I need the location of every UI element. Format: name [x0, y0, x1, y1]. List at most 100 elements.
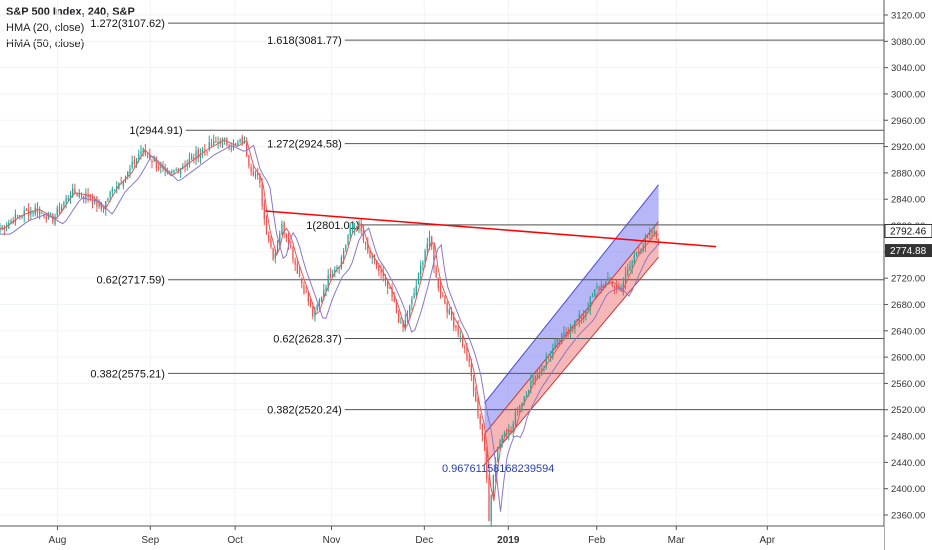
candle-body — [404, 320, 406, 329]
candle-body — [616, 286, 618, 289]
candle-body — [248, 155, 250, 166]
candle-body — [151, 161, 153, 163]
candle-body — [74, 188, 76, 194]
candle-body — [503, 434, 506, 436]
candle-body — [483, 436, 486, 451]
candle-body — [633, 255, 636, 264]
candle-body — [450, 311, 453, 319]
candle-body — [274, 253, 276, 259]
candle-body — [208, 142, 210, 150]
price-tick-label: 2880.00 — [891, 168, 925, 179]
candle-body — [58, 206, 61, 213]
candle-body — [649, 231, 651, 236]
candle-body — [543, 365, 545, 367]
candle-body — [197, 149, 199, 159]
time-tick-label: Dec — [415, 535, 433, 546]
candle-body — [409, 306, 411, 315]
candle-body — [32, 212, 34, 214]
price-tick-label: 2720.00 — [891, 274, 925, 285]
candle-body — [56, 208, 58, 216]
candle-body — [479, 416, 481, 425]
candle-body — [268, 235, 270, 241]
candle-body — [382, 271, 384, 277]
candle-body — [422, 262, 424, 265]
price-tick-label: 2680.00 — [891, 300, 925, 311]
price-tick-label: 2400.00 — [891, 484, 925, 495]
candle-body — [96, 197, 98, 207]
candle-body — [272, 248, 274, 260]
candle-body — [510, 430, 512, 433]
candle-body — [303, 284, 305, 293]
candle-body — [591, 295, 594, 298]
candle-body — [38, 210, 41, 215]
candle-body — [644, 238, 647, 248]
candle-body — [235, 143, 237, 146]
candle-body — [45, 216, 47, 220]
candle-body — [314, 310, 316, 318]
time-tick-label: Oct — [227, 535, 243, 546]
candle-body — [459, 336, 462, 338]
candle-body — [331, 274, 334, 278]
fib-level-label: 1.618(3081.77) — [267, 35, 342, 47]
candle-body — [107, 199, 109, 201]
candle-body — [453, 317, 455, 328]
candle-body — [153, 160, 155, 162]
candle-body — [63, 202, 65, 206]
candle-body — [135, 158, 138, 166]
candle-body — [215, 141, 217, 143]
candle-body — [576, 319, 578, 321]
candle-body — [292, 247, 294, 261]
price-tick-label: 2840.00 — [891, 195, 925, 206]
candle-body — [257, 172, 259, 175]
candle-body — [25, 209, 28, 211]
candle-body — [342, 251, 345, 258]
candle-body — [19, 215, 21, 217]
price-tag-label: 2774.88 — [890, 246, 927, 257]
candle-body — [351, 228, 354, 230]
grid — [0, 0, 884, 526]
candle-body — [193, 157, 195, 160]
candle-body — [380, 270, 382, 274]
hma50-line — [0, 144, 660, 512]
candle-body — [580, 314, 583, 319]
price-tick-label: 2560.00 — [891, 379, 925, 390]
candle-body — [565, 332, 567, 334]
time-tick-label: Mar — [668, 535, 686, 546]
candle-body — [411, 298, 413, 305]
candle-body — [585, 311, 587, 317]
candle-body — [501, 435, 503, 442]
candle-body — [140, 151, 142, 154]
candle-body — [622, 282, 624, 292]
candle-body — [457, 326, 459, 335]
candle-body — [538, 371, 541, 373]
candle-body — [345, 244, 347, 250]
candle-body — [611, 281, 613, 286]
candle-body — [549, 355, 552, 357]
candle-body — [431, 236, 433, 247]
candle-body — [646, 236, 649, 239]
candle-body — [481, 424, 484, 436]
candle-body — [369, 250, 371, 257]
candle-body — [490, 495, 492, 522]
candle-body — [160, 166, 162, 168]
candle-body — [461, 335, 464, 347]
candle-body — [16, 214, 19, 216]
candle-body — [594, 289, 596, 297]
pearson-coefficient-label: 0.96761158168239594 — [442, 463, 554, 475]
time-tick-label: Aug — [49, 535, 67, 546]
candle-body — [116, 186, 118, 190]
fib-level-label: 1(2944.91) — [129, 125, 182, 137]
candle-body — [398, 313, 400, 323]
candle-body — [420, 265, 422, 275]
candle-body — [472, 377, 475, 392]
candle-body — [318, 299, 321, 307]
candle-body — [492, 474, 495, 497]
price-tick-label: 3000.00 — [891, 89, 925, 100]
price-axis: 3120.00 3080.00 3040.00 3000.00 2960.00 2920.… — [883, 0, 932, 550]
candle-body — [265, 220, 268, 235]
fib-level-label: 0.382(2575.21) — [90, 368, 165, 380]
candle-body — [98, 203, 100, 207]
candle-body — [290, 244, 292, 248]
price-tick-label: 2960.00 — [891, 116, 925, 127]
